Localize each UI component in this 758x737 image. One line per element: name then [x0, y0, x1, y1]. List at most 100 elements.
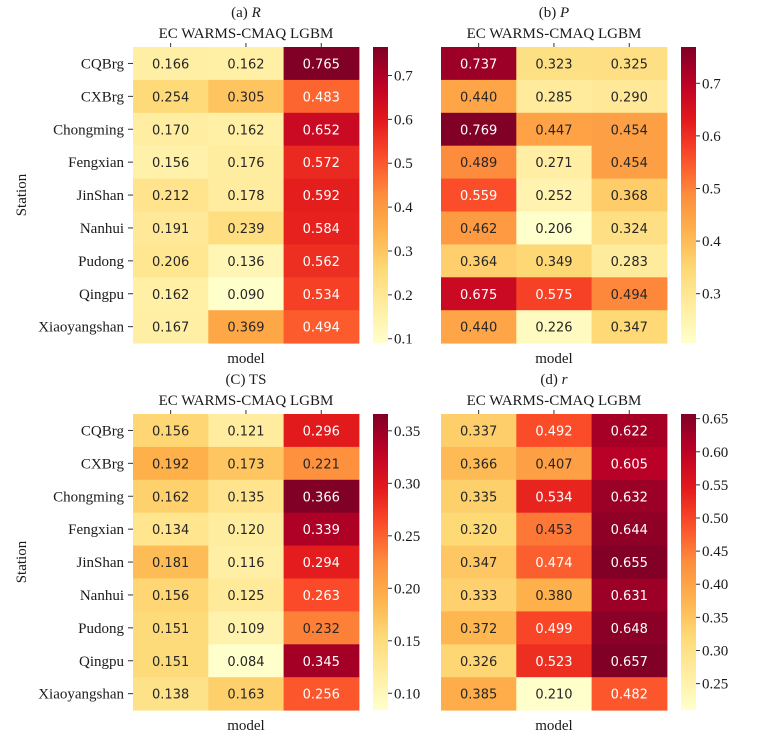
cell-value-label: 0.349 — [535, 255, 572, 270]
heatmap-cell — [133, 414, 209, 448]
cell-value-label: 0.440 — [460, 90, 497, 105]
cell-value-label: 0.285 — [535, 90, 572, 105]
panel-title-variable: P — [559, 5, 569, 21]
y-axis-label: Station — [14, 173, 30, 216]
colorbar-tick-label: 0.6 — [394, 112, 413, 128]
colorbar-tick-label: 0.4 — [394, 200, 413, 216]
x-axis-label: model — [535, 351, 573, 367]
cell-value-label: 0.325 — [611, 57, 648, 72]
heatmap-cell — [591, 244, 668, 278]
cell-value-label: 0.380 — [535, 589, 572, 604]
heatmap-cell — [208, 677, 285, 711]
colorbar — [681, 47, 696, 344]
cell-value-label: 0.283 — [611, 255, 648, 270]
heatmap-cell — [591, 211, 668, 245]
heatmap-cell — [441, 211, 517, 245]
heatmap-cell — [516, 479, 593, 514]
cell-value-label: 0.345 — [303, 655, 340, 670]
y-tick-label: JinShan — [76, 555, 124, 571]
cell-value-label: 0.326 — [460, 655, 497, 670]
cell-value-label: 0.212 — [152, 189, 189, 204]
cell-value-label: 0.572 — [303, 156, 340, 171]
heatmap-cell — [283, 545, 360, 579]
heatmap-cell — [283, 47, 360, 81]
cell-value-label: 0.559 — [460, 189, 497, 204]
cell-value-label: 0.151 — [152, 622, 189, 637]
heatmap-cell — [516, 112, 593, 147]
cell-value-label: 0.652 — [303, 123, 340, 138]
colorbar-tick-label: 0.3 — [394, 244, 413, 260]
heatmap-cell — [208, 545, 285, 579]
heatmap-cell — [591, 479, 668, 514]
heatmap-cell — [591, 145, 668, 180]
heatmap-cell — [516, 611, 593, 645]
cell-value-label: 0.385 — [460, 688, 497, 703]
cell-value-label: 0.156 — [152, 156, 189, 171]
y-tick-label: CQBrg — [81, 423, 125, 439]
cell-value-label: 0.176 — [227, 156, 264, 171]
cell-value-label: 0.454 — [611, 156, 648, 171]
heatmap-cell — [283, 479, 360, 514]
cell-value-label: 0.239 — [227, 222, 264, 237]
heatmap-cell — [283, 310, 360, 344]
cell-value-label: 0.162 — [152, 288, 189, 303]
heatmap-cell — [441, 244, 517, 278]
heatmap-cell — [283, 112, 360, 147]
cell-value-label: 0.232 — [303, 622, 340, 637]
colorbar-tick-label: 0.3 — [702, 287, 721, 303]
heatmap-cell — [516, 310, 593, 344]
cell-value-label: 0.173 — [227, 457, 264, 472]
colorbar-tick-label: 0.2 — [394, 288, 413, 304]
panel-title-prefix: (a) — [231, 5, 251, 21]
cell-value-label: 0.492 — [535, 424, 572, 439]
heatmap-cell — [591, 644, 668, 678]
x-axis-label: model — [535, 718, 573, 734]
x-tick-labels: EC WARMS-CMAQ LGBM — [159, 26, 334, 42]
cell-value-label: 0.447 — [535, 123, 572, 138]
cell-value-label: 0.605 — [611, 457, 648, 472]
heatmap-cell — [441, 47, 517, 81]
cell-value-label: 0.296 — [303, 424, 340, 439]
heatmap-panel-2: (b) P EC WARMS-CMAQ LGBM 0.737 0.323 0.325 0.… — [441, 5, 721, 367]
cell-value-label: 0.305 — [227, 90, 264, 105]
colorbar-tick-label: 0.5 — [702, 181, 721, 197]
cell-value-label: 0.256 — [303, 688, 340, 703]
cell-value-label: 0.453 — [535, 523, 572, 538]
cell-value-label: 0.121 — [227, 424, 264, 439]
heatmap-cell — [591, 512, 668, 547]
cell-value-label: 0.364 — [460, 255, 497, 270]
heatmap-cell — [591, 677, 668, 711]
cell-value-label: 0.474 — [535, 556, 572, 571]
cell-value-label: 0.271 — [535, 156, 572, 171]
cell-value-label: 0.170 — [152, 123, 189, 138]
cell-value-label: 0.644 — [611, 523, 648, 538]
heatmap-cell — [208, 611, 285, 645]
cell-value-label: 0.084 — [227, 655, 264, 670]
cell-value-label: 0.575 — [535, 288, 572, 303]
cell-value-label: 0.347 — [460, 556, 497, 571]
heatmap-cell — [516, 79, 593, 114]
heatmap-cell — [441, 277, 517, 311]
x-axis-label: model — [227, 718, 265, 734]
heatmap-cell — [441, 644, 517, 678]
colorbar-tick-label: 0.7 — [702, 76, 721, 92]
cell-value-label: 0.290 — [611, 90, 648, 105]
heatmap-cell — [208, 644, 285, 678]
heatmap-cell — [208, 112, 285, 147]
heatmap-cell — [591, 178, 668, 212]
colorbar-tick-label: 0.5 — [394, 156, 413, 172]
heatmap-cell — [516, 578, 593, 612]
colorbar-tick-label: 0.50 — [702, 511, 728, 527]
heatmap-cell — [441, 479, 517, 514]
heatmap-cell — [591, 446, 668, 481]
y-tick-label: Xiaoyangshan — [38, 320, 124, 336]
heatmap-panel-1: (a) R EC WARMS-CMAQ LGBM 0.166 0.162 0.765 0.… — [14, 5, 413, 367]
cell-value-label: 0.162 — [152, 490, 189, 505]
y-tick-label: Fengxian — [68, 522, 124, 538]
heatmap-cell — [591, 414, 668, 448]
cell-value-label: 0.226 — [535, 321, 572, 336]
cell-value-label: 0.181 — [152, 556, 189, 571]
heatmap-cell — [516, 277, 593, 311]
heatmap-cell — [591, 79, 668, 114]
